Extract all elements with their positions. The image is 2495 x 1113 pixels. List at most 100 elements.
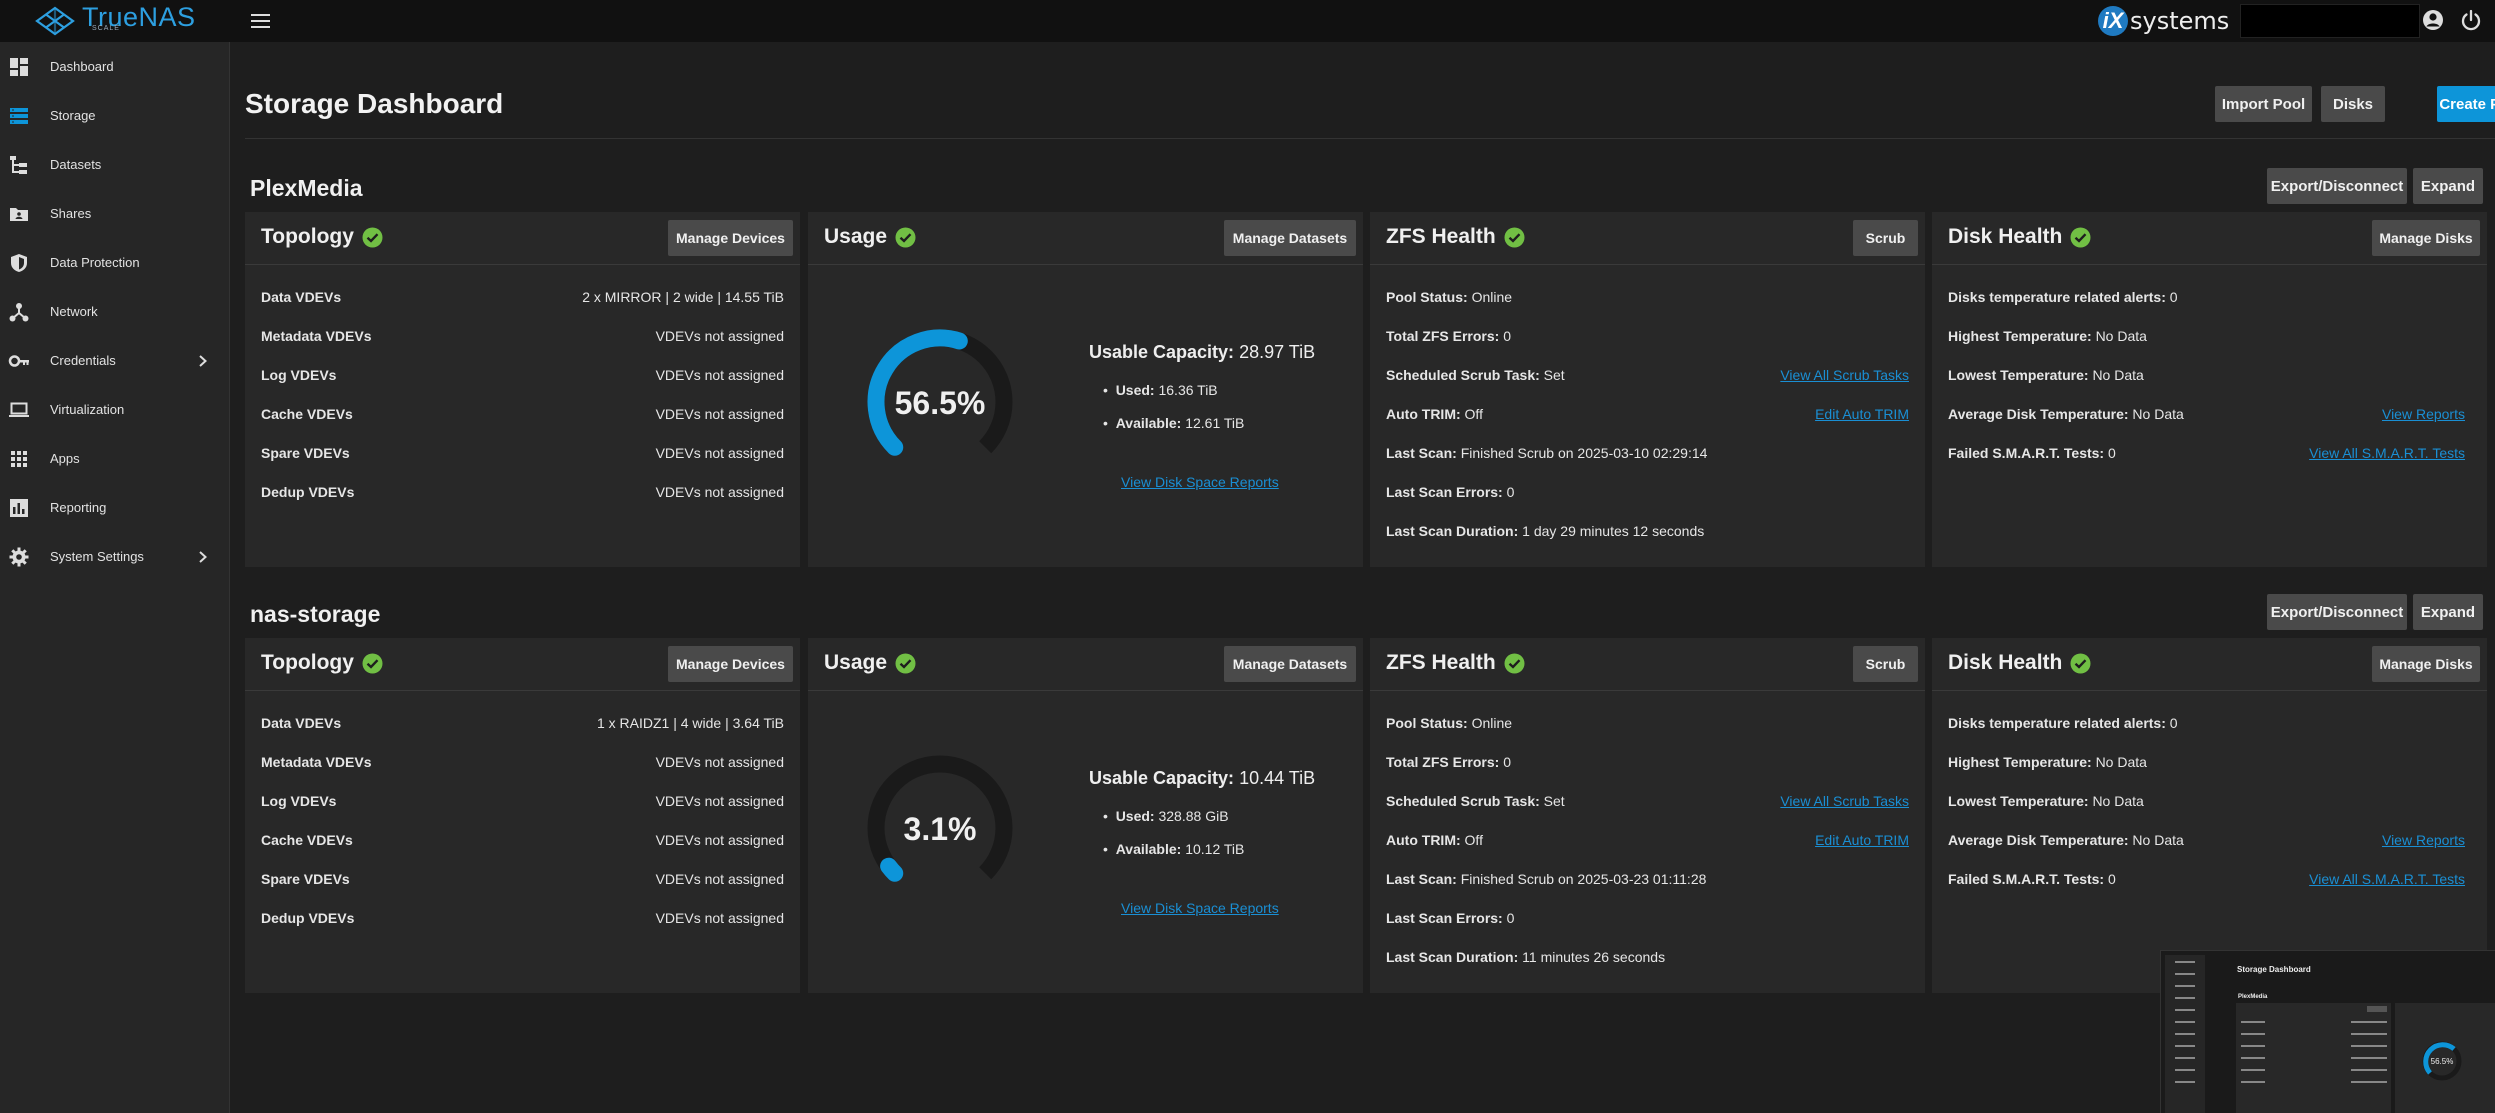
card-title-text: Disk Health xyxy=(1948,225,2063,248)
export-disconnect-button[interactable]: Export/Disconnect xyxy=(2267,594,2407,630)
page-title: Storage Dashboard xyxy=(245,88,504,119)
usable-capacity: Usable Capacity: 10.44 TiB xyxy=(1089,768,1315,789)
disk-health-row: Highest Temperature: No Data xyxy=(1948,328,2147,344)
sidebar-item-data-protection[interactable]: Data Protection xyxy=(0,238,229,287)
disk-health-title: Disk Health xyxy=(1948,225,2091,249)
topology-card: Topology Manage Devices Data VDEVs 2 x MI… xyxy=(245,212,800,567)
disk-row-value: No Data xyxy=(2095,754,2147,770)
import-pool-button[interactable]: Import Pool xyxy=(2215,86,2312,122)
sidebar-item-apps[interactable]: Apps xyxy=(0,434,229,483)
zfs-row-label: Pool Status: xyxy=(1386,289,1468,305)
vdev-value: VDEVs not assigned xyxy=(655,445,784,461)
disk-health-row: Highest Temperature: No Data xyxy=(1948,754,2147,770)
edit-auto-trim-link[interactable]: Edit Auto TRIM xyxy=(1815,406,1909,422)
used-item: • Used: 16.36 TiB xyxy=(1103,382,1218,398)
expand-button[interactable]: Expand xyxy=(2413,168,2483,204)
sidebar-item-dashboard[interactable]: Dashboard xyxy=(0,42,229,91)
disk-health-row: Average Disk Temperature: No Data xyxy=(1948,832,2184,848)
available-item: • Available: 12.61 TiB xyxy=(1103,415,1245,431)
status-ok-icon xyxy=(1504,227,1525,247)
used-label: Used: xyxy=(1115,382,1155,398)
card-header: Disk Health Manage Disks xyxy=(1932,212,2487,265)
view-all-scrub-tasks-link[interactable]: View All Scrub Tasks xyxy=(1780,793,1909,809)
shield-icon xyxy=(11,253,27,272)
manage-datasets-button[interactable]: Manage Datasets xyxy=(1224,220,1356,256)
export-disconnect-button[interactable]: Export/Disconnect xyxy=(2267,168,2407,204)
zfs-health-title: ZFS Health xyxy=(1386,651,1525,675)
ix-mark: iX xyxy=(2098,6,2128,36)
laptop-icon xyxy=(9,402,29,417)
gauge-fill xyxy=(867,329,968,456)
vdev-value: VDEVs not assigned xyxy=(655,832,784,848)
preview-title: Storage Dashboard xyxy=(2237,965,2311,974)
ixsystems-logo[interactable]: iX systems xyxy=(2098,4,2229,38)
expand-button[interactable]: Expand xyxy=(2413,594,2483,630)
topology-title: Topology xyxy=(261,651,383,675)
sidebar-item-storage[interactable]: Storage xyxy=(0,91,229,140)
scrub-button[interactable]: Scrub xyxy=(1853,220,1918,256)
status-ok-icon xyxy=(2070,653,2091,673)
topology-title: Topology xyxy=(261,225,383,249)
edit-auto-trim-link[interactable]: Edit Auto TRIM xyxy=(1815,832,1909,848)
sidebar-item-shares[interactable]: Shares xyxy=(0,189,229,238)
sidebar-item-reporting[interactable]: Reporting xyxy=(0,483,229,532)
topology-row-label: Data VDEVs xyxy=(261,289,341,305)
topology-row-label: Spare VDEVs xyxy=(261,871,350,887)
vdev-value: VDEVs not assigned xyxy=(655,406,784,422)
sidebar-item-label: Storage xyxy=(50,108,96,123)
topology-row-label: Dedup VDEVs xyxy=(261,484,354,500)
preview-thumbnail[interactable]: Storage Dashboard PlexMedia 56.5% xyxy=(2160,950,2495,1113)
available-label: Available: xyxy=(1115,841,1182,857)
status-ok-icon xyxy=(895,227,916,247)
chevron-right-icon xyxy=(199,354,207,367)
view-disk-space-reports-link[interactable]: View Disk Space Reports xyxy=(1121,900,1279,916)
manage-devices-button[interactable]: Manage Devices xyxy=(668,646,793,682)
account-icon[interactable] xyxy=(2420,7,2446,33)
view-disk-space-reports-link[interactable]: View Disk Space Reports xyxy=(1121,474,1279,490)
disk-health-row: Average Disk Temperature: No Data xyxy=(1948,406,2184,422)
disks-button[interactable]: Disks xyxy=(2321,86,2385,122)
sidebar-item-credentials[interactable]: Credentials xyxy=(0,336,229,385)
power-icon[interactable] xyxy=(2458,7,2484,33)
disk-row-label: Lowest Temperature: xyxy=(1948,367,2089,383)
manage-datasets-button[interactable]: Manage Datasets xyxy=(1224,646,1356,682)
vendor-text: systems xyxy=(2130,7,2230,35)
scrub-button[interactable]: Scrub xyxy=(1853,646,1918,682)
chevron-right-icon xyxy=(199,550,207,563)
zfs-health-row: Last Scan Duration: 11 minutes 26 second… xyxy=(1386,949,1665,965)
sidebar-item-system-settings[interactable]: System Settings xyxy=(0,532,229,581)
zfs-row-value: Set xyxy=(1543,793,1565,809)
sidebar-item-datasets[interactable]: Datasets xyxy=(0,140,229,189)
manage-disks-button[interactable]: Manage Disks xyxy=(2372,646,2480,682)
topology-row-label: Cache VDEVs xyxy=(261,406,353,422)
manage-disks-button[interactable]: Manage Disks xyxy=(2372,220,2480,256)
view-all-smart-tests-link[interactable]: View All S.M.A.R.T. Tests xyxy=(2309,445,2465,461)
usage-card: Usage Manage Datasets 56.5% Usable Capac… xyxy=(808,212,1363,567)
sidebar-item-label: Reporting xyxy=(50,500,107,515)
zfs-health-row: Auto TRIM: Off xyxy=(1386,406,1483,422)
view-all-scrub-tasks-link[interactable]: View All Scrub Tasks xyxy=(1780,367,1909,383)
manage-devices-button[interactable]: Manage Devices xyxy=(668,220,793,256)
disk-row-value: 0 xyxy=(2169,715,2178,731)
disk-row-label: Failed S.M.A.R.T. Tests: xyxy=(1948,871,2105,887)
disk-health-row: Lowest Temperature: No Data xyxy=(1948,793,2144,809)
view-all-smart-tests-link[interactable]: View All S.M.A.R.T. Tests xyxy=(2309,871,2465,887)
zfs-row-value: Off xyxy=(1464,832,1483,848)
view-reports-link[interactable]: View Reports xyxy=(2381,832,2465,848)
create-pool-button[interactable]: Create Pool xyxy=(2437,86,2495,122)
card-header: Usage Manage Datasets xyxy=(808,212,1363,265)
disk-row-value: 0 xyxy=(2108,871,2116,887)
key-icon xyxy=(8,354,29,367)
disk-row-label: Lowest Temperature: xyxy=(1948,793,2089,809)
zfs-row-label: Auto TRIM: xyxy=(1386,406,1461,422)
view-reports-link[interactable]: View Reports xyxy=(2381,406,2465,422)
menu-toggle-button[interactable] xyxy=(248,8,274,34)
sidebar-item-network[interactable]: Network xyxy=(0,287,229,336)
disk-row-label: Average Disk Temperature: xyxy=(1948,406,2129,422)
sidebar-item-virtualization[interactable]: Virtualization xyxy=(0,385,229,434)
card-header: Usage Manage Datasets xyxy=(808,638,1363,691)
vdev-type-label: Spare VDEVs xyxy=(261,871,350,887)
topology-row-label: Cache VDEVs xyxy=(261,832,353,848)
preview-pool: PlexMedia xyxy=(2238,994,2268,1000)
truenas-logo[interactable]: TrueNAS xyxy=(34,0,196,42)
